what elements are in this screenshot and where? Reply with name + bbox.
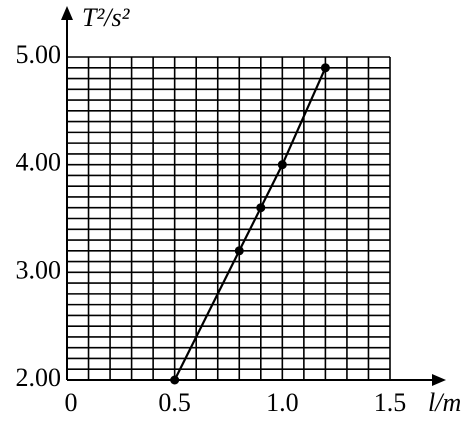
data-point <box>170 375 180 385</box>
data-point <box>320 63 330 73</box>
x-axis-label: l/m <box>428 388 461 417</box>
y-tick-label: 3.00 <box>16 255 62 284</box>
x-tick-label: 1.5 <box>374 388 407 417</box>
fit-line <box>173 67 327 381</box>
data-point <box>234 246 244 256</box>
x-tick-label: 0 <box>65 388 78 417</box>
data-point <box>256 203 266 213</box>
x-axis-arrow <box>432 374 446 386</box>
x-tick-label: 1.0 <box>266 388 299 417</box>
y-axis-arrow <box>61 6 73 20</box>
x-tick-label: 0.5 <box>158 388 191 417</box>
y-axis-label: T²/s² <box>82 3 131 32</box>
data-point <box>277 160 287 170</box>
y-tick-label: 4.00 <box>16 148 62 177</box>
y-tick-label: 2.00 <box>16 363 62 392</box>
y-tick-label: 5.00 <box>16 40 62 69</box>
